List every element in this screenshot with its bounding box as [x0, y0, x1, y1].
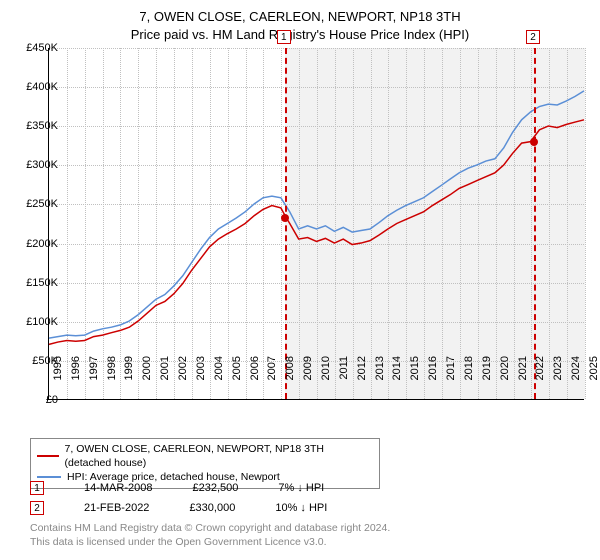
marker-line: [534, 48, 536, 399]
y-axis-label: £350K: [14, 120, 58, 132]
x-axis-label: 2007: [266, 356, 278, 380]
callout-date: 14-MAR-2008: [84, 482, 152, 494]
callout-delta: 7% ↓ HPI: [278, 482, 324, 494]
x-axis-label: 2016: [427, 356, 439, 380]
license-line: This data is licensed under the Open Gov…: [30, 536, 390, 550]
x-axis-label: 2010: [320, 356, 332, 380]
chart-container: 7, OWEN CLOSE, CAERLEON, NEWPORT, NP18 3…: [0, 0, 600, 560]
marker-dot: [281, 214, 289, 222]
marker-dot: [530, 138, 538, 146]
callout-row: 1 14-MAR-2008 £232,500 7% ↓ HPI: [30, 478, 327, 498]
x-axis-label: 2001: [159, 356, 171, 380]
callouts: 1 14-MAR-2008 £232,500 7% ↓ HPI 2 21-FEB…: [30, 478, 327, 518]
callout-marker-box: 1: [30, 481, 44, 495]
y-axis-label: £400K: [14, 81, 58, 93]
callout-date: 21-FEB-2022: [84, 502, 149, 514]
license-line: Contains HM Land Registry data © Crown c…: [30, 522, 390, 536]
x-axis-label: 2008: [284, 356, 296, 380]
x-axis-label: 2009: [302, 356, 314, 380]
chart-area: 12: [48, 48, 584, 400]
x-axis-label: 1998: [106, 356, 118, 380]
marker-line: [285, 48, 287, 399]
x-axis-label: 2021: [517, 356, 529, 380]
x-axis-label: 2017: [445, 356, 457, 380]
line-series-svg: [49, 48, 584, 399]
marker-label-box: 2: [526, 30, 540, 44]
x-axis-label: 2019: [481, 356, 493, 380]
y-axis-label: £0: [14, 394, 58, 406]
y-axis-label: £450K: [14, 42, 58, 54]
x-axis-label: 2002: [177, 356, 189, 380]
grid-line-v: [585, 48, 586, 399]
license-text: Contains HM Land Registry data © Crown c…: [30, 522, 390, 549]
title-line-1: 7, OWEN CLOSE, CAERLEON, NEWPORT, NP18 3…: [0, 8, 600, 26]
x-axis-label: 2025: [588, 356, 600, 380]
x-axis-label: 2006: [249, 356, 261, 380]
x-axis-label: 1997: [88, 356, 100, 380]
plot-region: 12: [48, 48, 584, 400]
y-axis-label: £300K: [14, 159, 58, 171]
series-line-price_paid: [49, 120, 584, 345]
callout-price: £232,500: [192, 482, 238, 494]
y-axis-label: £250K: [14, 198, 58, 210]
x-axis-label: 2018: [463, 356, 475, 380]
callout-delta: 10% ↓ HPI: [275, 502, 327, 514]
callout-row: 2 21-FEB-2022 £330,000 10% ↓ HPI: [30, 498, 327, 518]
y-axis-label: £200K: [14, 238, 58, 250]
x-axis-label: 2013: [374, 356, 386, 380]
x-axis-label: 2004: [213, 356, 225, 380]
legend-swatch: [37, 455, 59, 457]
y-axis-label: £100K: [14, 316, 58, 328]
marker-label-box: 1: [277, 30, 291, 44]
y-axis-label: £150K: [14, 277, 58, 289]
x-axis-label: 2015: [409, 356, 421, 380]
x-axis-label: 2022: [534, 356, 546, 380]
series-line-hpi: [49, 91, 584, 338]
x-axis-label: 2011: [338, 356, 350, 380]
title-block: 7, OWEN CLOSE, CAERLEON, NEWPORT, NP18 3…: [0, 0, 600, 44]
x-axis-label: 2024: [570, 356, 582, 380]
x-axis-label: 2020: [499, 356, 511, 380]
legend-row: 7, OWEN CLOSE, CAERLEON, NEWPORT, NP18 3…: [37, 442, 373, 470]
title-line-2: Price paid vs. HM Land Registry's House …: [0, 26, 600, 44]
x-axis-label: 1995: [52, 356, 64, 380]
x-axis-label: 1999: [123, 356, 135, 380]
x-axis-label: 2012: [356, 356, 368, 380]
x-axis-label: 1996: [70, 356, 82, 380]
legend-label: 7, OWEN CLOSE, CAERLEON, NEWPORT, NP18 3…: [65, 442, 373, 470]
callout-marker-box: 2: [30, 501, 44, 515]
x-axis-label: 2005: [231, 356, 243, 380]
x-axis-label: 2023: [552, 356, 564, 380]
callout-price: £330,000: [189, 502, 235, 514]
x-axis-label: 2014: [391, 356, 403, 380]
x-axis-label: 2000: [141, 356, 153, 380]
x-axis-label: 2003: [195, 356, 207, 380]
